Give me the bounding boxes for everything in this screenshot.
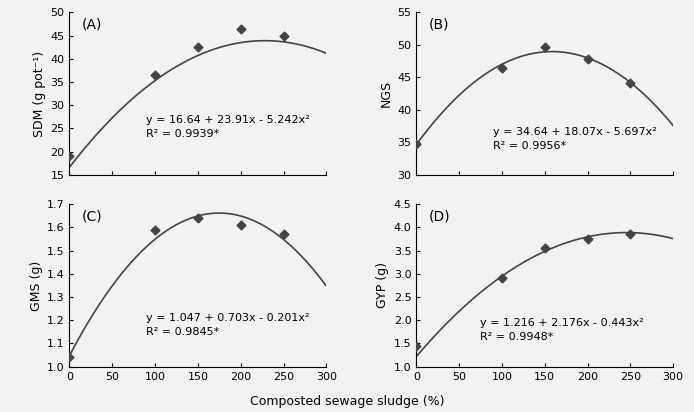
Point <box>539 245 550 252</box>
Text: y = 1.047 + 0.703x - 0.201x²
R² = 0.9845*: y = 1.047 + 0.703x - 0.201x² R² = 0.9845… <box>146 314 310 337</box>
Text: (A): (A) <box>83 17 103 31</box>
Point <box>149 72 160 78</box>
Y-axis label: GMS (g): GMS (g) <box>30 260 42 311</box>
Point <box>192 215 203 221</box>
Point <box>235 222 246 228</box>
Point <box>235 25 246 32</box>
Point <box>539 44 550 50</box>
Point <box>625 231 636 238</box>
Y-axis label: SDM (g pot⁻¹): SDM (g pot⁻¹) <box>33 51 46 137</box>
Point <box>625 79 636 86</box>
Point <box>496 64 507 71</box>
Text: (D): (D) <box>429 209 450 223</box>
Y-axis label: GYP (g): GYP (g) <box>376 262 389 309</box>
Point <box>149 226 160 233</box>
Point <box>496 275 507 282</box>
Point <box>192 44 203 51</box>
Text: y = 16.64 + 23.91x - 5.242x²
R² = 0.9939*: y = 16.64 + 23.91x - 5.242x² R² = 0.9939… <box>146 115 310 139</box>
Point <box>64 153 75 159</box>
Text: (B): (B) <box>429 17 450 31</box>
Point <box>411 342 422 349</box>
Point <box>278 231 289 238</box>
Text: Composted sewage sludge (%): Composted sewage sludge (%) <box>250 395 444 408</box>
Point <box>64 354 75 360</box>
Point <box>278 32 289 39</box>
Y-axis label: NGS: NGS <box>380 80 393 107</box>
Point <box>411 140 422 147</box>
Text: y = 1.216 + 2.176x - 0.443x²
R² = 0.9948*: y = 1.216 + 2.176x - 0.443x² R² = 0.9948… <box>480 318 644 342</box>
Point <box>582 56 593 63</box>
Text: y = 34.64 + 18.07x - 5.697x²
R² = 0.9956*: y = 34.64 + 18.07x - 5.697x² R² = 0.9956… <box>493 126 657 150</box>
Text: (C): (C) <box>83 209 103 223</box>
Point <box>582 236 593 242</box>
